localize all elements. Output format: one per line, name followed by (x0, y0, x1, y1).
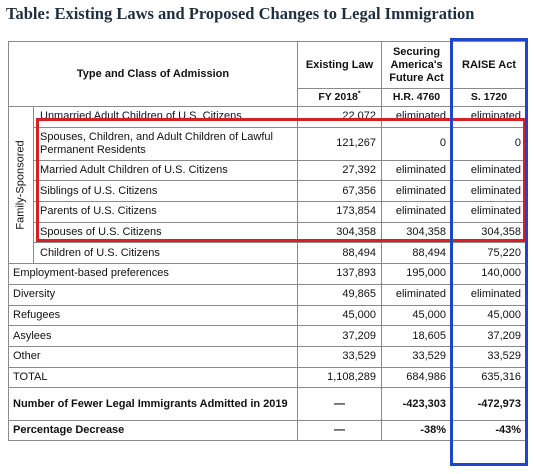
cell-raise: eliminated (451, 201, 528, 223)
row-label: Siblings of U.S. Citizens (32, 180, 299, 203)
table-row: Asylees 37,209 18,605 37,209 (7, 325, 528, 347)
cell-raise: 33,529 (451, 345, 528, 368)
table-row: Family-Sponsored Unmarried Adult Childre… (8, 105, 528, 265)
cell-existing: 67,356 (297, 180, 383, 203)
cell-securing: 88,494 (381, 242, 453, 265)
cell-existing: — (297, 387, 383, 422)
row-label: Asylees (7, 325, 299, 347)
row-label: Number of Fewer Legal Immigrants Admitte… (7, 387, 299, 422)
cell-existing: 1,108,289 (297, 366, 383, 389)
table-row: Parents of U.S. Citizens 173,854 elimina… (9, 201, 528, 223)
table-row: Spouses of U.S. Citizens 304,358 304,358… (9, 221, 528, 244)
cell-raise: eliminated (451, 180, 528, 203)
header-raise: RAISE Act (451, 41, 528, 89)
cell-securing: -38% (381, 420, 453, 442)
table-row: Married Adult Children of U.S. Citizens … (9, 159, 528, 182)
percentage-row: Percentage Decrease — -38% -43% (7, 420, 528, 442)
row-label: Spouses of U.S. Citizens (32, 221, 299, 244)
cell-raise: -43% (451, 420, 528, 442)
header-footnote-marker: * (357, 90, 361, 98)
cell-securing: 45,000 (381, 304, 453, 327)
cell-existing: 45,000 (297, 304, 383, 327)
table-row: Refugees 45,000 45,000 45,000 (7, 304, 528, 327)
cell-securing: 33,529 (381, 345, 453, 368)
row-label: Refugees (7, 304, 299, 327)
cell-securing: 0 (381, 126, 453, 161)
cell-securing: eliminated (381, 159, 453, 182)
header-securing-sub: H.R. 4760 (381, 88, 453, 107)
cell-raise: 45,000 (451, 304, 528, 327)
cell-securing: -423,303 (381, 387, 453, 422)
cell-raise: 304,358 (451, 221, 528, 244)
table-row: Children of U.S. Citizens 88,494 88,494 … (9, 242, 528, 265)
header-existing-law: Existing Law (297, 41, 383, 89)
family-sponsored-label: Family-Sponsored (14, 140, 27, 230)
cell-raise: 140,000 (451, 263, 528, 285)
cell-securing: eliminated (381, 201, 453, 223)
cell-securing: eliminated (381, 283, 453, 306)
total-row: TOTAL 1,108,289 684,986 635,316 (7, 366, 528, 389)
cell-raise: eliminated (451, 283, 528, 306)
row-label: Parents of U.S. Citizens (32, 201, 299, 223)
cell-existing: 49,865 (297, 283, 383, 306)
cell-securing: 684,986 (381, 366, 453, 389)
table-row: Diversity 49,865 eliminated eliminated (7, 283, 528, 306)
row-label: Other (7, 345, 299, 368)
row-label: Children of U.S. Citizens (32, 242, 299, 265)
table-row: Employment-based preferences 137,893 195… (7, 263, 528, 285)
cell-raise: 37,209 (451, 325, 528, 347)
row-label: Diversity (7, 283, 299, 306)
table-row: Siblings of U.S. Citizens 67,356 elimina… (9, 180, 528, 203)
cell-securing: 304,358 (381, 221, 453, 244)
cell-existing: 88,494 (297, 242, 383, 265)
header-existing-law-sub: FY 2018* (297, 88, 383, 107)
cell-existing: 22,072 (297, 106, 383, 128)
row-label: Married Adult Children of U.S. Citizens (32, 159, 299, 182)
cell-raise: 0 (451, 126, 528, 161)
cell-existing: — (297, 420, 383, 442)
table-row: Spouses, Children, and Adult Children of… (9, 126, 528, 161)
header-securing: Securing America's Future Act (381, 41, 453, 89)
cell-existing: 121,267 (297, 126, 383, 161)
header-raise-sub: S. 1720 (451, 88, 528, 107)
cell-securing: eliminated (381, 106, 453, 128)
header-existing-law-year: FY 2018 (318, 91, 358, 103)
cell-existing: 304,358 (297, 221, 383, 244)
cell-existing: 27,392 (297, 159, 383, 182)
cell-securing: 18,605 (381, 325, 453, 347)
row-label: Unmarried Adult Children of U.S. Citizen… (32, 106, 299, 128)
cell-raise: -472,973 (451, 387, 528, 422)
cell-existing: 33,529 (297, 345, 383, 368)
row-label: Spouses, Children, and Adult Children of… (32, 126, 299, 161)
fewer-immigrants-row: Number of Fewer Legal Immigrants Admitte… (7, 387, 528, 422)
cell-raise: 75,220 (451, 242, 528, 265)
cell-existing: 173,854 (297, 201, 383, 223)
page-title: Table: Existing Laws and Proposed Change… (6, 4, 475, 23)
row-label: TOTAL (7, 366, 299, 389)
header-type-class: Type and Class of Admission (7, 41, 299, 107)
cell-raise: eliminated (451, 159, 528, 182)
immigration-table: Type and Class of Admission Existing Law… (7, 41, 528, 442)
family-sponsored-group: Family-Sponsored (8, 105, 34, 265)
row-label: Percentage Decrease (7, 420, 299, 442)
cell-securing: 195,000 (381, 263, 453, 285)
cell-existing: 37,209 (297, 325, 383, 347)
row-label: Employment-based preferences (7, 263, 299, 285)
cell-raise: 635,316 (451, 366, 528, 389)
table-row: Other 33,529 33,529 33,529 (7, 345, 528, 368)
cell-existing: 137,893 (297, 263, 383, 285)
cell-securing: eliminated (381, 180, 453, 203)
cell-raise: eliminated (451, 106, 528, 128)
